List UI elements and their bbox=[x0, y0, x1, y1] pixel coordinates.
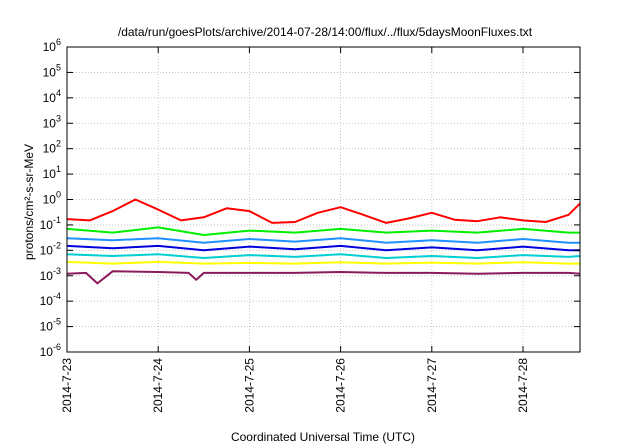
series-line-5 bbox=[66, 253, 581, 259]
x-ticks: 2014-7-23 2014-7-24 2014-7-25 2014-7-26 2014… bbox=[60, 47, 530, 413]
x-tick-label: 2014-7-28 bbox=[516, 358, 530, 413]
y-tick-label: 104 bbox=[43, 88, 61, 105]
y-tick-label: 101 bbox=[43, 164, 61, 181]
y-tick-label: 10-1 bbox=[40, 215, 61, 232]
y-tick-label: 105 bbox=[43, 62, 61, 79]
x-tick-label: 2014-7-25 bbox=[242, 358, 256, 413]
y-tick-label: 10-5 bbox=[40, 317, 61, 334]
y-tick-label: 10-3 bbox=[40, 266, 61, 283]
series-line-4 bbox=[66, 244, 580, 252]
series-line-6 bbox=[66, 260, 580, 265]
y-ticks: 10-6 10-5 10-4 10-3 10-2 10-1 100 101 102 103 104 1… bbox=[40, 37, 580, 359]
series-line-1 bbox=[66, 198, 581, 224]
y-tick-label: 102 bbox=[43, 139, 61, 156]
series-line-7 bbox=[66, 270, 581, 285]
y-axis-label: protons/cm²-s-sr-MeV bbox=[22, 144, 36, 260]
series-layer bbox=[66, 198, 581, 285]
series-line-3 bbox=[66, 237, 580, 244]
x-axis-label: Coordinated Universal Time (UTC) bbox=[231, 430, 415, 444]
y-tick-label: 10-2 bbox=[40, 240, 61, 257]
y-tick-label: 106 bbox=[43, 37, 61, 54]
y-tick-label: 10-6 bbox=[40, 342, 61, 359]
y-tick-label: 103 bbox=[43, 113, 61, 130]
x-tick-label: 2014-7-24 bbox=[151, 358, 165, 413]
y-tick-label: 100 bbox=[43, 190, 61, 207]
grid bbox=[67, 47, 580, 352]
x-tick-label: 2014-7-26 bbox=[334, 358, 348, 413]
y-tick-label: 10-4 bbox=[40, 291, 61, 308]
chart-title: /data/run/goesPlots/archive/2014-07-28/1… bbox=[118, 25, 533, 39]
x-tick-label: 2014-7-27 bbox=[425, 358, 439, 413]
x-tick-label: 2014-7-23 bbox=[60, 358, 74, 413]
plot-frame bbox=[66, 46, 581, 353]
series-line-2 bbox=[66, 226, 580, 236]
